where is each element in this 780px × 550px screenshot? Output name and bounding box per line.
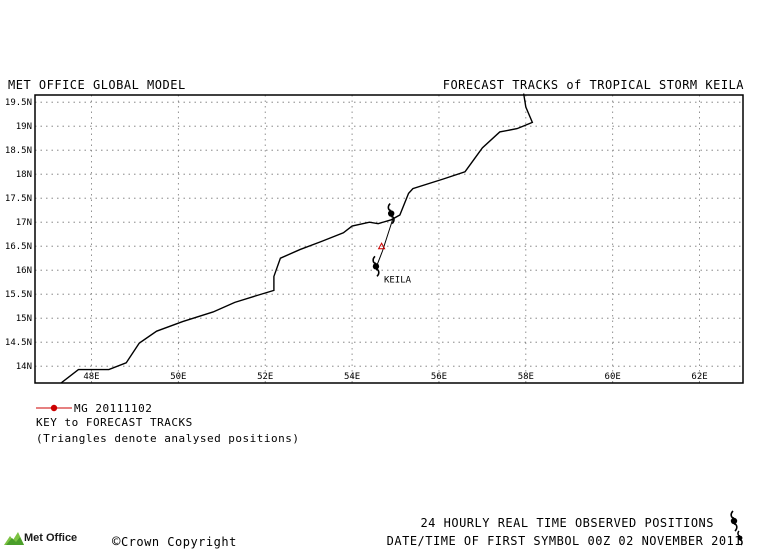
lat-tick-label: 19.5N <box>5 98 32 108</box>
lat-tick-label: 16.5N <box>5 242 32 252</box>
first-symbol-date: DATE/TIME OF FIRST SYMBOL 00Z 02 NOVEMBE… <box>386 534 742 548</box>
lon-tick-label: 52E <box>257 372 273 382</box>
storm-symbol-icon <box>372 255 380 277</box>
lat-tick-label: 19N <box>16 122 32 132</box>
copyright-text: Crown Copyright <box>120 535 237 549</box>
key-track-symbol <box>36 404 72 412</box>
observed-positions-note: 24 HOURLY REAL TIME OBSERVED POSITIONS <box>420 516 714 530</box>
storm-symbol-eye <box>372 263 380 270</box>
key-title: KEY to FORECAST TRACKS <box>36 416 193 429</box>
lat-tick-label: 14N <box>16 362 32 372</box>
lon-tick-label: 58E <box>518 372 534 382</box>
copyright-symbol: © <box>112 534 121 550</box>
map-frame <box>34 94 744 384</box>
met-office-logo <box>4 532 24 545</box>
lat-tick-label: 17.5N <box>5 194 32 204</box>
model-name: MET OFFICE GLOBAL MODEL <box>8 78 186 92</box>
lon-tick-label: 62E <box>691 372 707 382</box>
key-entry-label: MG 20111102 <box>74 402 153 415</box>
lon-tick-label: 50E <box>170 372 186 382</box>
lat-tick-label: 17N <box>16 218 32 228</box>
storm-symbol-icon <box>387 202 395 225</box>
grid-lines <box>35 95 743 383</box>
lat-tick-label: 14.5N <box>5 338 32 348</box>
copyright-notice: ©Crown Copyright <box>112 534 237 550</box>
axis-tick-labels: 48E 50E 52E 54E 56E 58E 60E 62E 14N 14.5N 15N 15.5N… <box>5 98 708 382</box>
logo-text: Met Office <box>24 532 78 544</box>
storm-tracks: KEILA <box>372 202 412 285</box>
coastline <box>60 93 534 384</box>
lat-tick-label: 16N <box>16 266 32 276</box>
lat-tick-label: 15.5N <box>5 290 32 300</box>
lon-tick-label: 54E <box>344 372 360 382</box>
storm-symbol-eye <box>387 210 395 217</box>
lon-tick-label: 56E <box>431 372 447 382</box>
lon-tick-label: 60E <box>605 372 621 382</box>
analysed-position-triangle <box>377 242 386 250</box>
lat-tick-label: 15N <box>16 314 32 324</box>
key-note: (Triangles denote analysed positions) <box>36 432 300 445</box>
lat-tick-label: 18N <box>16 170 32 180</box>
observed-track-line <box>375 217 394 268</box>
storm-symbol-icon <box>737 530 743 546</box>
lat-tick-label: 18.5N <box>5 146 32 156</box>
lon-tick-label: 48E <box>83 372 99 382</box>
chart-title: FORECAST TRACKS of TROPICAL STORM KEILA <box>442 78 744 92</box>
storm-name-label: KEILA <box>384 275 412 285</box>
storm-symbol-icon <box>730 510 738 532</box>
coastline-path <box>60 93 534 384</box>
